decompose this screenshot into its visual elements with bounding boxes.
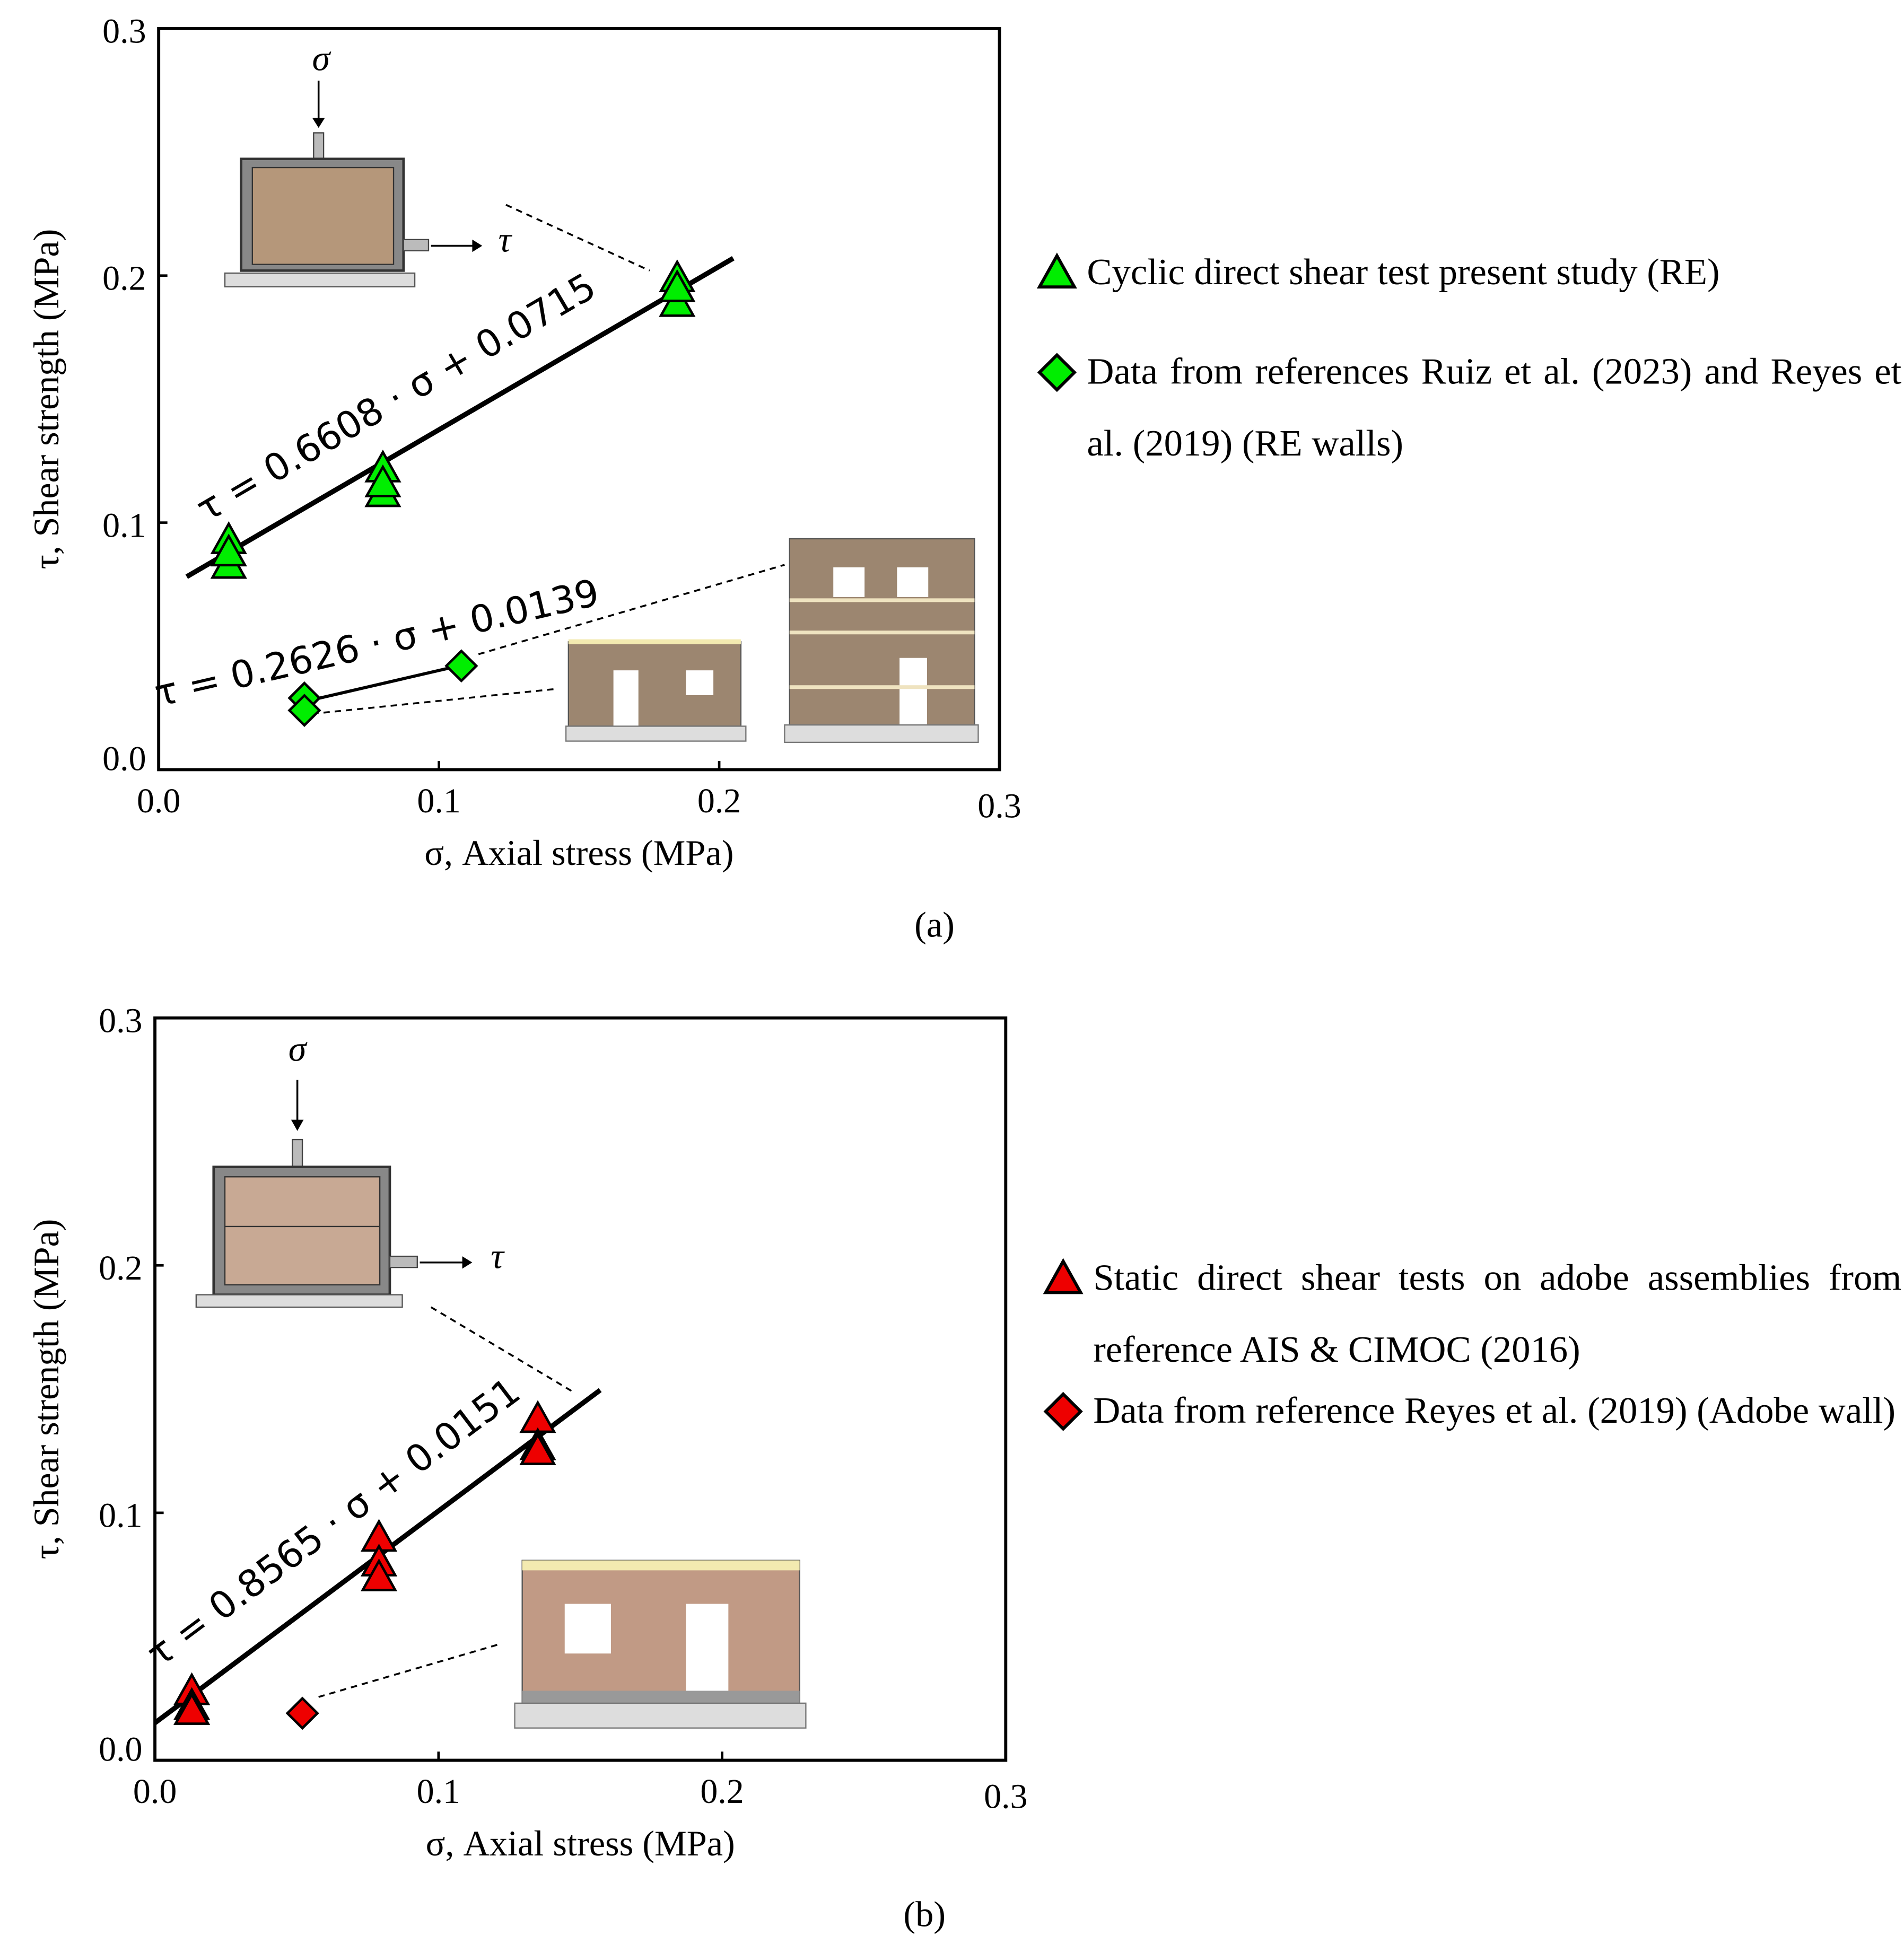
y-axis-label: τ, Shear strength (MPa) bbox=[26, 1219, 66, 1560]
y-tick-label: 0.0 bbox=[99, 1730, 142, 1769]
data-point bbox=[173, 1692, 211, 1725]
legend-text: Cyclic direct shear test present study (… bbox=[1087, 252, 1720, 293]
y-tick-label: 0.1 bbox=[99, 1496, 142, 1535]
legend-entry: Data from reference Reyes et al. (2019) … bbox=[1093, 1390, 1896, 1432]
data-point bbox=[285, 1696, 319, 1730]
inset-label: τ bbox=[491, 1236, 505, 1276]
data-point bbox=[519, 1432, 556, 1465]
equation-label: τ = 0.2626 · σ + 0.0139 bbox=[151, 571, 604, 715]
wall-illustration bbox=[312, 538, 979, 743]
y-axis-label: τ, Shear strength (MPa) bbox=[26, 229, 66, 570]
legend-entry: Static direct shear tests on adobe assem… bbox=[1093, 1257, 1902, 1371]
equation-label: τ = 0.8565 · σ + 0.0151 bbox=[138, 1369, 528, 1676]
x-tick-label: 0.2 bbox=[697, 782, 741, 820]
legend-entry: Data from references Ruiz et al. (2023) … bbox=[1087, 351, 1902, 465]
y-tick-label: 0.0 bbox=[102, 740, 146, 778]
plot-frame bbox=[157, 27, 1001, 772]
legend-marker bbox=[1037, 353, 1077, 392]
fit-line bbox=[307, 664, 459, 703]
y-tick-label: 0.3 bbox=[102, 12, 146, 51]
shear-box-illustration bbox=[224, 81, 650, 287]
legend-marker bbox=[1043, 1391, 1083, 1431]
y-tick-label: 0.1 bbox=[102, 506, 146, 545]
data-point bbox=[210, 533, 247, 567]
data-point bbox=[444, 649, 478, 683]
inset-label: σ bbox=[312, 38, 331, 78]
x-tick-label: 0.0 bbox=[133, 1772, 177, 1811]
panel-label: (b) bbox=[903, 1894, 946, 1934]
x-tick-label: 0.1 bbox=[417, 1772, 460, 1811]
data-point bbox=[287, 694, 321, 728]
x-tick-label: 0.3 bbox=[977, 787, 1021, 826]
legend-marker bbox=[1036, 252, 1077, 289]
x-tick-label: 0.3 bbox=[984, 1777, 1027, 1816]
legend-marker bbox=[1043, 1258, 1084, 1294]
inset-label: τ bbox=[498, 220, 512, 260]
data-point bbox=[364, 464, 401, 497]
inset-label: σ bbox=[289, 1029, 308, 1069]
data-point bbox=[360, 1558, 398, 1591]
legend-text: Static direct shear tests on adobe assem… bbox=[1093, 1257, 1902, 1371]
x-axis-label: σ, Axial stress (MPa) bbox=[424, 833, 733, 873]
legend-text: Data from references Ruiz et al. (2023) … bbox=[1087, 351, 1902, 465]
wall-illustration bbox=[318, 1560, 807, 1729]
x-tick-label: 0.2 bbox=[700, 1772, 744, 1811]
x-axis-label: σ, Axial stress (MPa) bbox=[426, 1823, 735, 1863]
data-point bbox=[659, 269, 696, 302]
y-tick-label: 0.3 bbox=[99, 1002, 142, 1040]
x-tick-label: 0.1 bbox=[417, 782, 460, 820]
fit-line bbox=[185, 256, 735, 579]
legend-text: Data from reference Reyes et al. (2019) … bbox=[1093, 1390, 1896, 1432]
panel-label: (a) bbox=[914, 905, 955, 945]
legend-entry: Cyclic direct shear test present study (… bbox=[1087, 252, 1720, 293]
shear-box-illustration bbox=[195, 1080, 575, 1394]
y-tick-label: 0.2 bbox=[102, 259, 146, 298]
x-tick-label: 0.0 bbox=[137, 782, 180, 820]
plot-frame bbox=[153, 1016, 1008, 1762]
y-tick-label: 0.2 bbox=[99, 1249, 142, 1288]
